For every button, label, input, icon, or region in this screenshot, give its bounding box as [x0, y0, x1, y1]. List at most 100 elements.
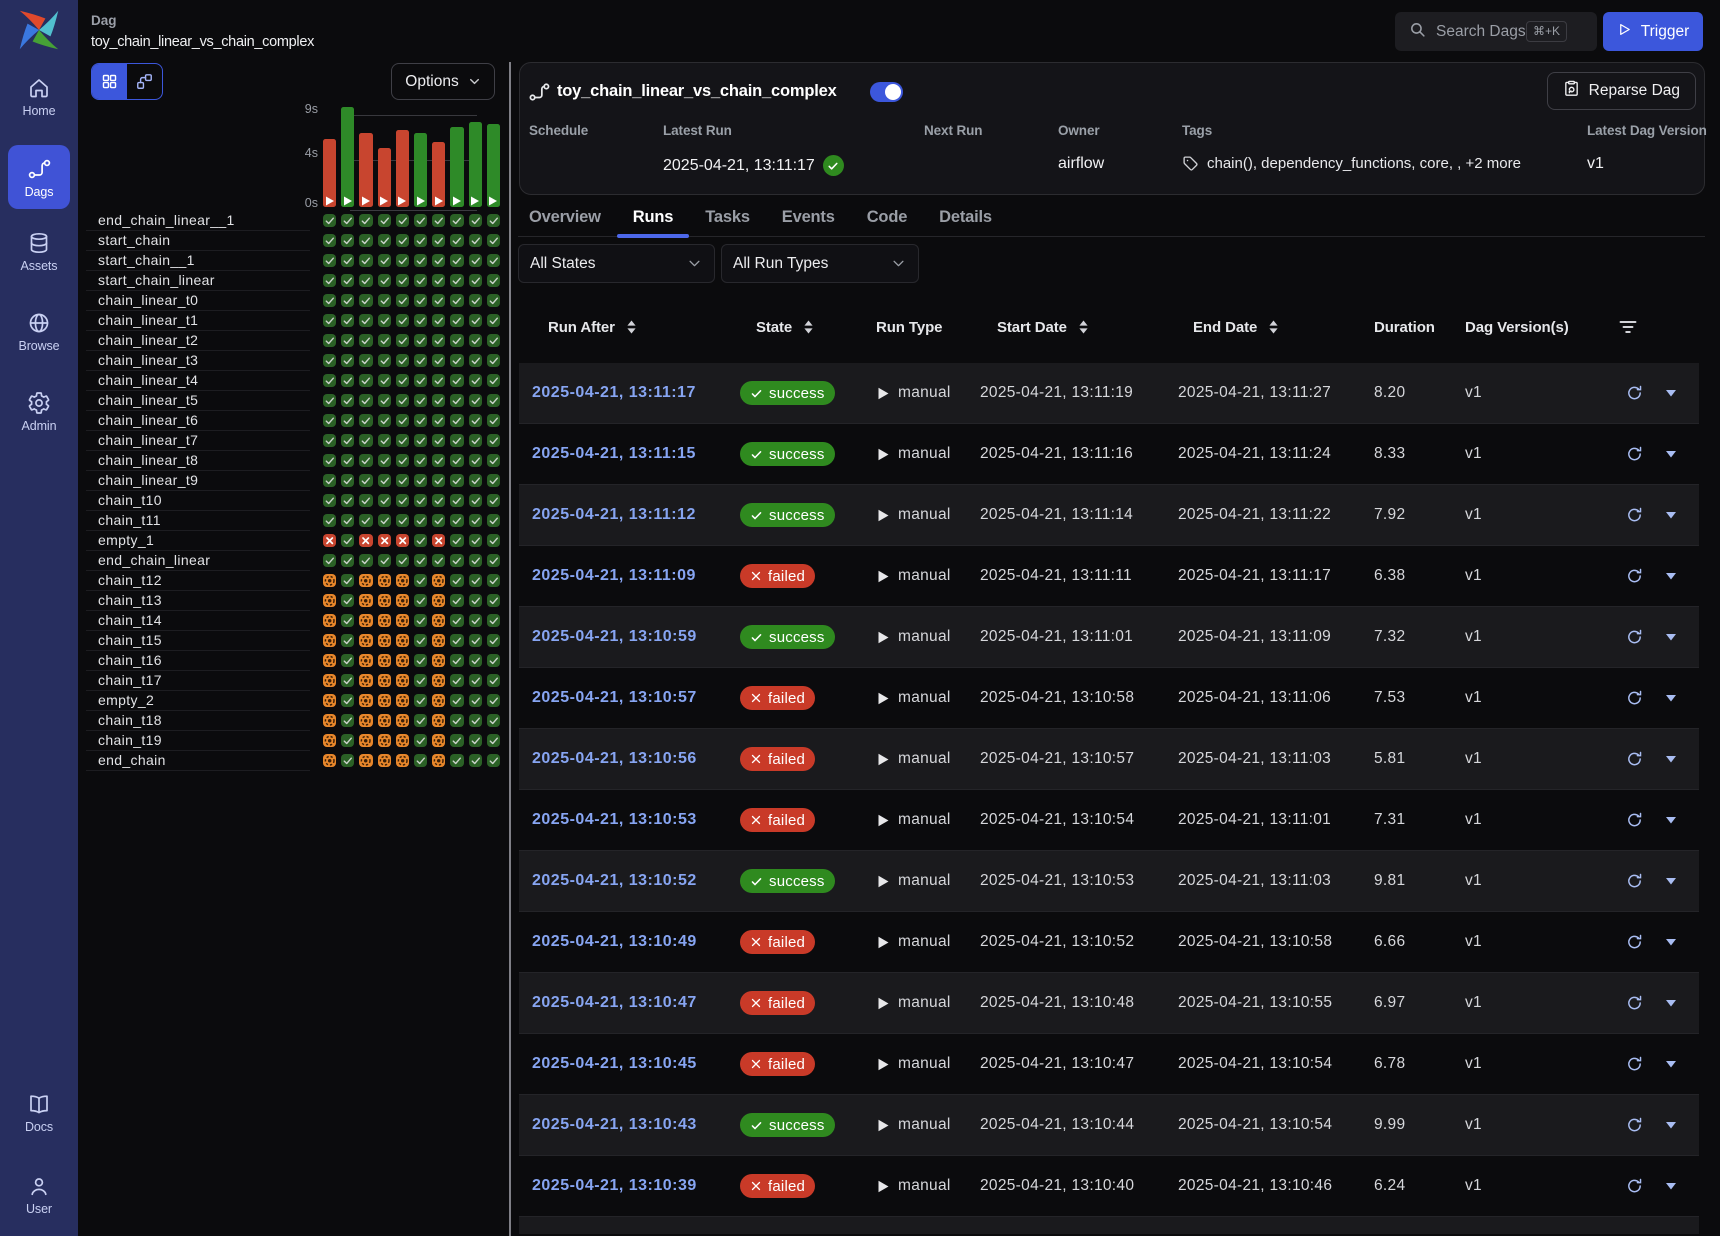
run-duration-bar[interactable]	[413, 132, 428, 207]
row-menu-caret-icon[interactable]	[1665, 816, 1677, 825]
task-instance-success-icon[interactable]	[486, 514, 501, 528]
task-instance-success-icon[interactable]	[432, 294, 446, 308]
task-label[interactable]: empty_2	[86, 691, 310, 711]
task-instance-success-icon[interactable]	[450, 234, 464, 248]
task-instance-success-icon[interactable]	[322, 454, 337, 468]
task-instance-success-icon[interactable]	[450, 654, 464, 668]
task-instance-success-icon[interactable]	[395, 294, 410, 308]
task-instance-success-icon[interactable]	[377, 314, 391, 328]
row-menu-caret-icon[interactable]	[1665, 938, 1677, 947]
task-instance-success-icon[interactable]	[413, 554, 428, 568]
task-instance-success-icon[interactable]	[413, 754, 428, 768]
task-instance-success-icon[interactable]	[341, 234, 355, 248]
task-label[interactable]: chain_linear_t1	[86, 311, 310, 331]
task-instance-success-icon[interactable]	[341, 734, 355, 748]
task-instance-upstream-failed-icon[interactable]	[322, 574, 337, 588]
task-label[interactable]: start_chain_linear	[86, 271, 310, 291]
row-menu-caret-icon[interactable]	[1665, 1060, 1677, 1069]
task-instance-success-icon[interactable]	[450, 254, 464, 268]
task-instance-success-icon[interactable]	[413, 634, 428, 648]
task-instance-success-icon[interactable]	[486, 434, 501, 448]
task-instance-success-icon[interactable]	[377, 434, 391, 448]
task-instance-success-icon[interactable]	[450, 294, 464, 308]
clear-run-button[interactable]	[1626, 1178, 1643, 1195]
task-instance-success-icon[interactable]	[450, 554, 464, 568]
tab-details[interactable]: Details	[939, 208, 992, 226]
task-instance-success-icon[interactable]	[468, 654, 482, 668]
task-instance-success-icon[interactable]	[377, 474, 391, 488]
task-instance-success-icon[interactable]	[450, 734, 464, 748]
run-after-link[interactable]: 2025-04-21, 13:10:57	[532, 689, 697, 706]
task-label[interactable]: chain_t18	[86, 711, 310, 731]
row-menu-caret-icon[interactable]	[1665, 633, 1677, 642]
task-instance-success-icon[interactable]	[486, 214, 501, 228]
clear-run-button[interactable]	[1626, 812, 1643, 829]
task-instance-success-icon[interactable]	[322, 354, 337, 368]
panel-resizer-handle[interactable]	[509, 62, 511, 1236]
task-instance-success-icon[interactable]	[322, 434, 337, 448]
clear-run-button[interactable]	[1626, 995, 1643, 1012]
task-instance-success-icon[interactable]	[450, 614, 464, 628]
task-instance-upstream-failed-icon[interactable]	[322, 634, 337, 648]
task-instance-success-icon[interactable]	[432, 314, 446, 328]
run-duration-bar[interactable]	[486, 123, 501, 207]
task-instance-success-icon[interactable]	[486, 654, 501, 668]
task-instance-success-icon[interactable]	[468, 334, 482, 348]
task-instance-success-icon[interactable]	[450, 674, 464, 688]
task-instance-upstream-failed-icon[interactable]	[432, 734, 446, 748]
task-label[interactable]: chain_t11	[86, 511, 310, 531]
tab-tasks[interactable]: Tasks	[705, 208, 750, 226]
task-instance-success-icon[interactable]	[377, 514, 391, 528]
task-instance-success-icon[interactable]	[486, 734, 501, 748]
task-instance-upstream-failed-icon[interactable]	[432, 614, 446, 628]
run-type-filter-select[interactable]: All Run Types	[721, 244, 919, 283]
task-instance-success-icon[interactable]	[486, 294, 501, 308]
column-header-end-date[interactable]: End Date	[1193, 307, 1281, 347]
row-menu-caret-icon[interactable]	[1665, 572, 1677, 581]
task-instance-success-icon[interactable]	[486, 594, 501, 608]
task-label[interactable]: chain_t15	[86, 631, 310, 651]
task-label[interactable]: end_chain_linear__1	[86, 211, 310, 231]
task-instance-success-icon[interactable]	[468, 554, 482, 568]
task-label[interactable]: chain_linear_t9	[86, 471, 310, 491]
grid-view-button[interactable]	[92, 64, 127, 99]
task-instance-success-icon[interactable]	[413, 334, 428, 348]
task-instance-failed-icon[interactable]	[377, 534, 391, 548]
task-instance-success-icon[interactable]	[341, 614, 355, 628]
task-instance-success-icon[interactable]	[432, 274, 446, 288]
task-instance-success-icon[interactable]	[359, 434, 373, 448]
task-instance-success-icon[interactable]	[377, 554, 391, 568]
task-instance-success-icon[interactable]	[322, 414, 337, 428]
task-instance-success-icon[interactable]	[341, 694, 355, 708]
filter-columns-button[interactable]	[1619, 307, 1637, 347]
clear-run-button[interactable]	[1626, 507, 1643, 524]
task-instance-upstream-failed-icon[interactable]	[322, 614, 337, 628]
task-instance-success-icon[interactable]	[377, 414, 391, 428]
task-instance-upstream-failed-icon[interactable]	[432, 654, 446, 668]
task-instance-success-icon[interactable]	[468, 534, 482, 548]
run-duration-bar[interactable]	[468, 122, 482, 207]
task-instance-success-icon[interactable]	[468, 454, 482, 468]
task-instance-success-icon[interactable]	[432, 354, 446, 368]
task-instance-success-icon[interactable]	[450, 334, 464, 348]
task-instance-success-icon[interactable]	[486, 614, 501, 628]
task-instance-success-icon[interactable]	[413, 274, 428, 288]
run-duration-bar[interactable]	[450, 126, 464, 207]
task-instance-success-icon[interactable]	[377, 294, 391, 308]
task-label[interactable]: chain_t14	[86, 611, 310, 631]
task-instance-success-icon[interactable]	[450, 594, 464, 608]
task-instance-success-icon[interactable]	[413, 594, 428, 608]
task-instance-upstream-failed-icon[interactable]	[359, 654, 373, 668]
task-instance-success-icon[interactable]	[377, 394, 391, 408]
task-instance-upstream-failed-icon[interactable]	[395, 574, 410, 588]
task-instance-success-icon[interactable]	[468, 734, 482, 748]
row-menu-caret-icon[interactable]	[1665, 694, 1677, 703]
task-instance-success-icon[interactable]	[468, 634, 482, 648]
task-instance-success-icon[interactable]	[450, 714, 464, 728]
airflow-logo-icon[interactable]	[17, 8, 61, 52]
task-instance-success-icon[interactable]	[413, 674, 428, 688]
task-instance-success-icon[interactable]	[468, 574, 482, 588]
column-header-state[interactable]: State	[756, 307, 816, 347]
task-instance-success-icon[interactable]	[413, 614, 428, 628]
clear-run-button[interactable]	[1626, 934, 1643, 951]
